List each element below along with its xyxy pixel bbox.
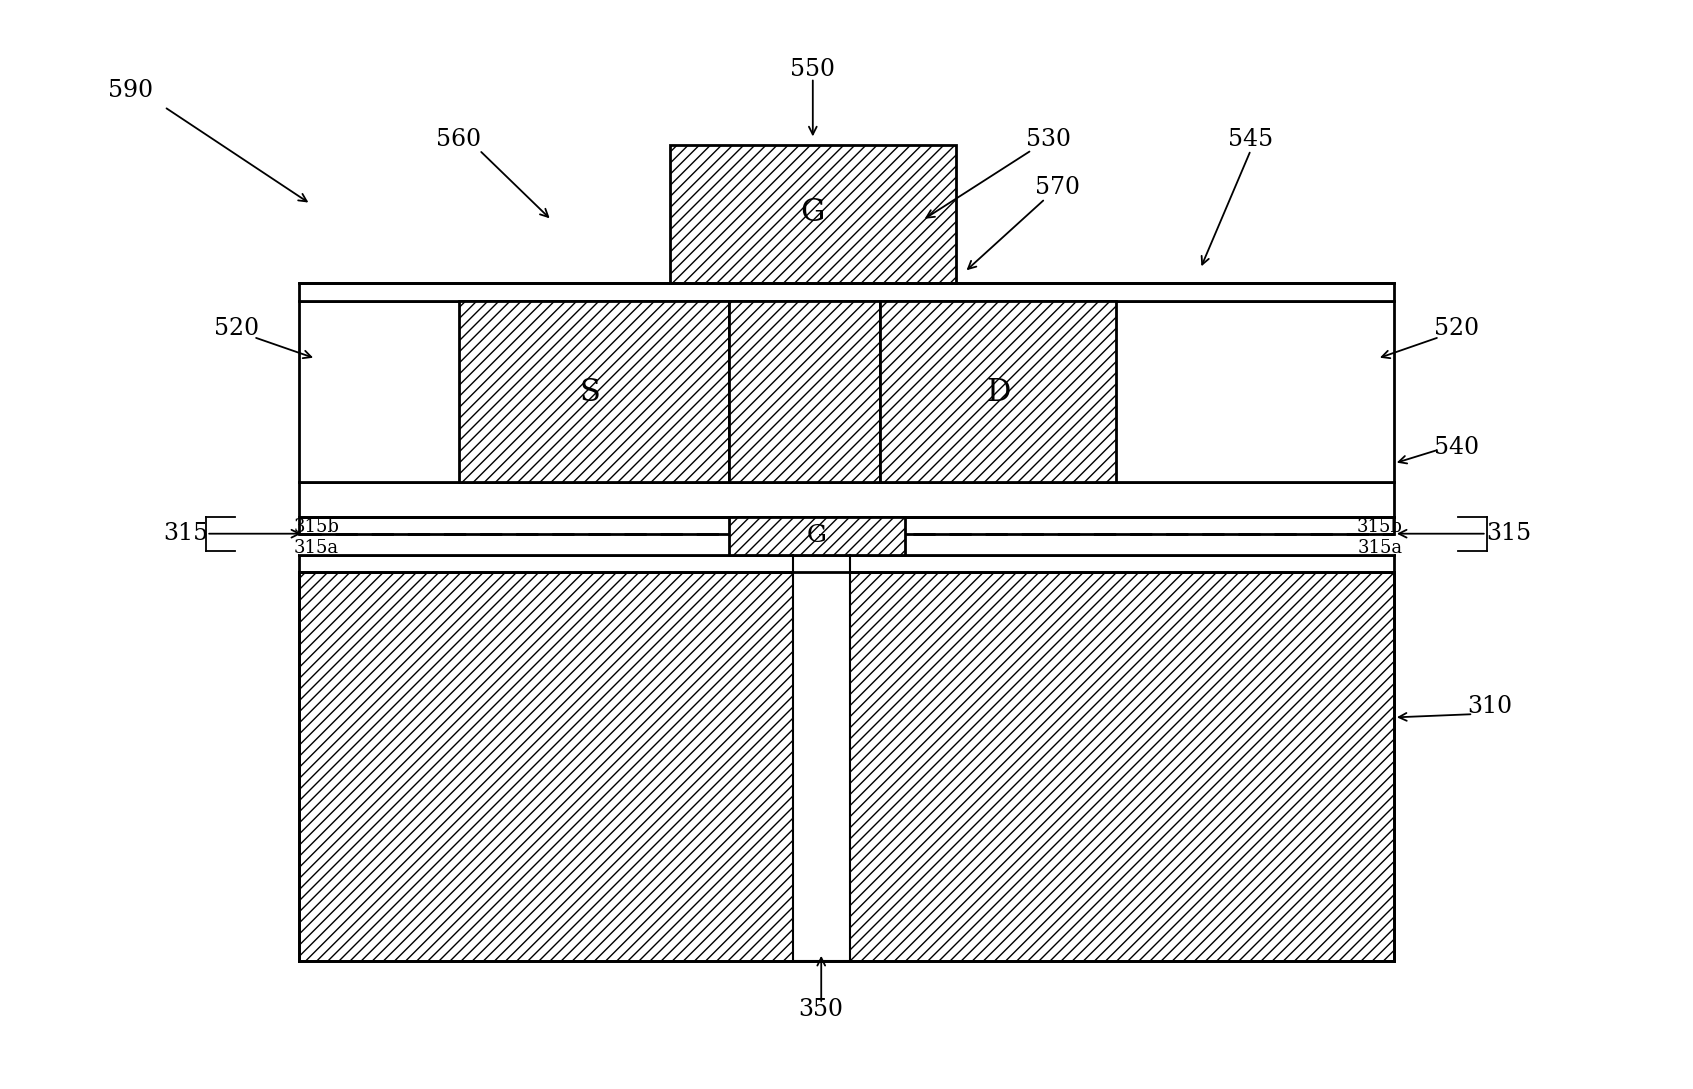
Text: 570: 570 <box>1034 176 1080 199</box>
Bar <box>459 302 728 481</box>
Text: D: D <box>985 377 1011 407</box>
Text: 540: 540 <box>1434 436 1480 458</box>
Text: 315a: 315a <box>1358 539 1402 556</box>
Text: 550: 550 <box>791 58 835 81</box>
Text: G: G <box>801 197 824 229</box>
Text: 590: 590 <box>108 79 152 102</box>
Text: 520: 520 <box>213 317 259 340</box>
Bar <box>300 572 1393 960</box>
Bar <box>300 481 1393 517</box>
Text: S: S <box>581 377 601 407</box>
Bar <box>300 555 1393 572</box>
Text: 310: 310 <box>1468 695 1512 718</box>
Text: 560: 560 <box>437 127 481 150</box>
Text: 520: 520 <box>1434 317 1480 340</box>
Text: 530: 530 <box>1026 127 1072 150</box>
Text: 315: 315 <box>1486 523 1530 546</box>
Text: G: G <box>806 525 826 548</box>
Text: 315a: 315a <box>295 539 339 556</box>
Text: 315: 315 <box>164 523 208 546</box>
Bar <box>300 302 1393 481</box>
Bar <box>300 534 1393 555</box>
Bar <box>670 145 957 283</box>
Bar <box>792 555 850 960</box>
Bar <box>300 283 1393 302</box>
Bar <box>728 302 880 481</box>
Text: 315b: 315b <box>1356 518 1402 536</box>
Bar <box>728 517 906 555</box>
Text: 350: 350 <box>799 998 843 1020</box>
Bar <box>880 302 1116 481</box>
Bar <box>300 517 1393 534</box>
Text: 545: 545 <box>1227 127 1273 150</box>
Text: 315b: 315b <box>295 518 340 536</box>
